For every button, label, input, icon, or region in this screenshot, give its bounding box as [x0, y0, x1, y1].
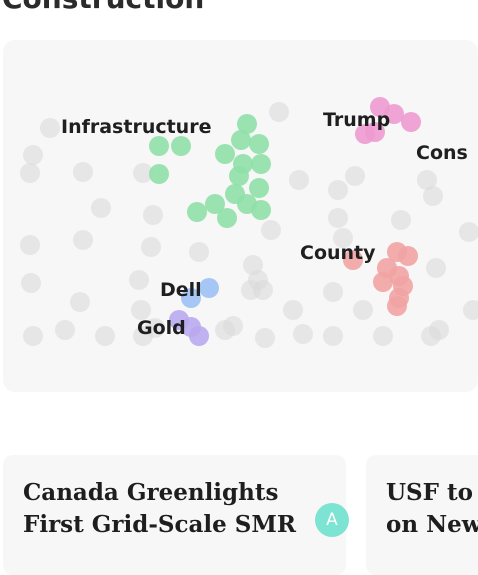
topic-dot-dell[interactable]	[181, 288, 201, 308]
story-title-line: Canada Greenlights	[23, 479, 279, 506]
topic-dot[interactable]	[345, 166, 365, 186]
topic-dot-infrastructure[interactable]	[229, 166, 249, 186]
topic-dot[interactable]	[417, 170, 437, 190]
story-card[interactable]: USF to on New	[366, 455, 478, 575]
topic-dot[interactable]	[463, 300, 478, 320]
topic-dot-infrastructure[interactable]	[237, 114, 257, 134]
topic-dot[interactable]	[20, 163, 40, 183]
topic-dot-infrastructure[interactable]	[205, 194, 225, 214]
topic-dot[interactable]	[91, 198, 111, 218]
topic-dot[interactable]	[40, 118, 60, 138]
topic-dot[interactable]	[261, 220, 281, 240]
topic-dot[interactable]	[23, 326, 43, 346]
story-title-line: First Grid-Scale SMR	[23, 511, 296, 538]
topic-dot[interactable]	[145, 318, 165, 338]
topic-dot[interactable]	[333, 228, 353, 248]
cluster-label-gold[interactable]: Gold	[137, 317, 186, 339]
story-card[interactable]: Canada Greenlights First Grid-Scale SMR	[3, 455, 346, 575]
topic-dot-county[interactable]	[373, 272, 393, 292]
topic-dot[interactable]	[323, 326, 343, 346]
section-heading: Construction	[2, 0, 204, 15]
topic-map-canvas: Infrastructure Trump Cons County Dell Go…	[20, 97, 478, 348]
topic-dot-infrastructure[interactable]	[149, 164, 169, 184]
topic-dot-trump[interactable]	[365, 122, 385, 142]
topic-dot[interactable]	[429, 320, 449, 340]
topic-dot[interactable]	[55, 320, 75, 340]
topic-dot[interactable]	[328, 180, 348, 200]
topic-dot-trump[interactable]	[401, 112, 421, 132]
topic-dot-county[interactable]	[343, 250, 363, 270]
topic-dot-infrastructure[interactable]	[251, 200, 271, 220]
topic-dot-infrastructure[interactable]	[231, 130, 251, 150]
cluster-label-trump[interactable]: Trump	[323, 109, 390, 131]
topic-dot[interactable]	[215, 320, 235, 340]
topic-dot[interactable]	[255, 328, 275, 348]
story-title[interactable]: Canada Greenlights First Grid-Scale SMR	[23, 477, 296, 541]
topic-dot[interactable]	[133, 163, 153, 183]
topic-dot[interactable]	[328, 208, 348, 228]
topic-dot[interactable]	[289, 170, 309, 190]
topic-dot[interactable]	[73, 162, 93, 182]
cluster-label-county[interactable]: County	[300, 242, 376, 264]
topic-dot[interactable]	[70, 292, 90, 312]
topic-dot[interactable]	[373, 326, 393, 346]
cluster-label-cons[interactable]: Cons	[416, 142, 468, 164]
topic-dot[interactable]	[20, 235, 40, 255]
topic-dot-county[interactable]	[387, 296, 407, 316]
topic-dot[interactable]	[23, 145, 43, 165]
topic-dot-infrastructure[interactable]	[187, 202, 207, 222]
topic-dot[interactable]	[248, 270, 268, 290]
topic-dot-infrastructure[interactable]	[171, 136, 191, 156]
topic-dot[interactable]	[293, 324, 313, 344]
topic-dot[interactable]	[73, 230, 93, 250]
source-badge[interactable]: A	[315, 503, 349, 537]
topic-dot-infrastructure[interactable]	[217, 208, 237, 228]
topic-dot-infrastructure[interactable]	[249, 178, 269, 198]
topic-map[interactable]: Infrastructure Trump Cons County Dell Go…	[3, 40, 478, 392]
topic-dot[interactable]	[189, 242, 209, 262]
topic-dot[interactable]	[283, 300, 303, 320]
cluster-label-infrastructure[interactable]: Infrastructure	[61, 116, 211, 138]
topic-dot[interactable]	[143, 205, 163, 225]
story-title-line: USF to	[386, 479, 473, 506]
topic-dot[interactable]	[391, 210, 411, 230]
topic-dot-dell[interactable]	[199, 278, 219, 298]
story-title-line: on New	[386, 511, 478, 538]
topic-dot[interactable]	[426, 258, 446, 278]
topic-dot[interactable]	[353, 300, 373, 320]
topic-dot-infrastructure[interactable]	[249, 134, 269, 154]
topic-dot-county[interactable]	[398, 246, 418, 266]
cluster-label-dell[interactable]: Dell	[160, 279, 202, 301]
story-title[interactable]: USF to on New	[386, 477, 478, 541]
topic-dot[interactable]	[269, 102, 289, 122]
topic-dot[interactable]	[129, 270, 149, 290]
topic-dot-gold[interactable]	[189, 326, 209, 346]
topic-dot-infrastructure[interactable]	[215, 144, 235, 164]
topic-dot[interactable]	[21, 273, 41, 293]
topic-dot[interactable]	[323, 282, 343, 302]
topic-dot[interactable]	[423, 186, 443, 206]
topic-dot-infrastructure[interactable]	[251, 154, 271, 174]
topic-dot[interactable]	[95, 326, 115, 346]
topic-dot-trump[interactable]	[384, 104, 404, 124]
topic-dot[interactable]	[459, 222, 478, 242]
topic-dot[interactable]	[141, 237, 161, 257]
topic-dot-infrastructure[interactable]	[149, 136, 169, 156]
topic-dot[interactable]	[131, 300, 151, 320]
